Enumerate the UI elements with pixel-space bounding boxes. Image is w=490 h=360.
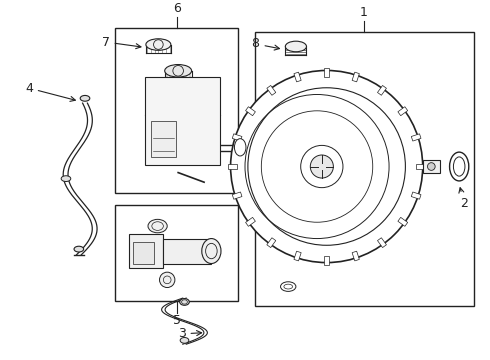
Bar (129, 234, 163, 268)
Bar (151, 121, 176, 157)
Circle shape (427, 163, 435, 170)
Bar (398, 107, 408, 116)
Bar (115, 28, 238, 193)
Bar (324, 68, 329, 77)
Ellipse shape (281, 282, 296, 291)
Bar (133, 242, 154, 264)
Bar (245, 217, 255, 226)
Bar (398, 217, 408, 226)
Ellipse shape (450, 152, 469, 181)
Text: 5: 5 (173, 314, 181, 328)
Circle shape (310, 155, 333, 178)
Ellipse shape (180, 298, 189, 305)
Ellipse shape (80, 95, 90, 101)
Ellipse shape (146, 39, 171, 50)
Ellipse shape (202, 239, 221, 264)
Bar (163, 239, 211, 264)
Ellipse shape (285, 41, 306, 52)
Text: 6: 6 (173, 2, 181, 15)
Text: 2: 2 (459, 188, 468, 210)
Bar (377, 85, 387, 95)
Bar (294, 72, 301, 82)
Bar (255, 32, 474, 306)
Text: 3: 3 (178, 327, 201, 341)
Ellipse shape (61, 176, 71, 181)
Bar (324, 256, 329, 265)
Circle shape (231, 71, 423, 262)
Bar (352, 251, 359, 261)
Text: 1: 1 (360, 6, 368, 19)
Text: 7: 7 (101, 36, 141, 49)
Bar (267, 85, 276, 95)
Bar (352, 72, 359, 82)
Bar (228, 164, 237, 169)
Bar (294, 251, 301, 261)
Bar (245, 107, 255, 116)
Circle shape (248, 88, 405, 245)
Text: 4: 4 (25, 82, 75, 102)
Bar (232, 134, 242, 141)
Bar (411, 134, 421, 141)
Text: 8: 8 (251, 37, 279, 50)
Ellipse shape (165, 64, 192, 77)
Bar (377, 238, 387, 248)
Ellipse shape (148, 219, 167, 233)
Ellipse shape (180, 337, 189, 343)
Bar (232, 192, 242, 199)
Bar (416, 164, 425, 169)
Bar (146, 77, 220, 165)
Circle shape (160, 272, 175, 288)
Ellipse shape (74, 246, 84, 252)
Ellipse shape (234, 139, 246, 156)
Bar (423, 160, 440, 173)
Bar (115, 205, 238, 301)
Bar (267, 238, 276, 248)
Circle shape (301, 145, 343, 188)
Bar (411, 192, 421, 199)
